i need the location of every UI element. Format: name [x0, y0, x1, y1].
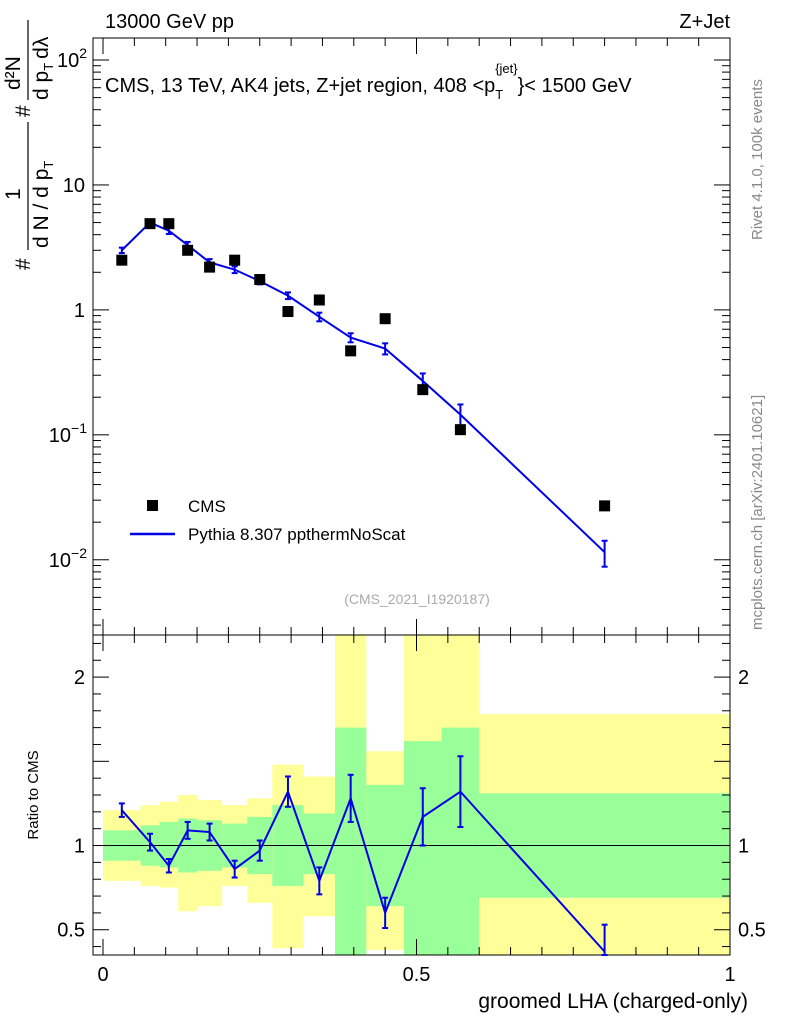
- cms-data-point: [204, 261, 216, 273]
- main-y-tick-label: 1: [74, 300, 85, 322]
- ratio-x-tick-label: 0: [97, 964, 108, 986]
- main-y-axis-label: # 1 d N / d pT # d²N d pTdλ: [2, 20, 56, 270]
- legend-cms-label: CMS: [188, 497, 226, 516]
- side-label-rivet: Rivet 4.1.0, 100k events: [749, 79, 766, 240]
- cms-data-point: [417, 384, 429, 396]
- cms-data-point: [313, 294, 325, 306]
- main-y-tick-label: 102: [57, 45, 87, 72]
- header-left: 13000 GeV pp: [105, 11, 234, 33]
- cms-data-point: [144, 218, 156, 230]
- ylabel-one: 1: [2, 188, 25, 200]
- cms-data-point: [163, 218, 175, 230]
- ratio-band-inner: [334, 727, 367, 955]
- ratio-axes: 0 0.5 10.5 0.51 12 2: [57, 635, 766, 986]
- ylabel-den: d N / d pT: [30, 161, 56, 248]
- main-y-tick-label: 10−2: [49, 545, 87, 572]
- ratio-band-inner: [303, 813, 335, 875]
- title-sub: T: [495, 87, 503, 102]
- cms-data-point: [345, 345, 357, 357]
- title-sup: {jet}: [495, 61, 518, 76]
- cms-data-point: [254, 274, 266, 286]
- header-right: Z+Jet: [679, 11, 730, 33]
- ratio-data: [118, 755, 608, 956]
- ylabel-den2: d pTdλ: [30, 36, 56, 100]
- legend: CMS Pythia 8.307 ppthermNoScat: [130, 497, 406, 544]
- plot-title: CMS, 13 TeV, AK4 jets, Z+jet region, 408…: [105, 61, 632, 102]
- x-axis-label: groomed LHA (charged-only): [478, 990, 748, 1013]
- legend-cms-marker: [147, 500, 158, 511]
- cms-data-point: [182, 244, 194, 256]
- ratio-y-tick-label: 1: [74, 836, 85, 858]
- ylabel-hash-1: #: [12, 258, 35, 270]
- pythia-line: [121, 221, 606, 553]
- ratio-y-tick-label-right: 1: [738, 836, 749, 858]
- ratio-x-tick-label: 0.5: [403, 964, 431, 986]
- ratio-x-tick-label: 1: [724, 964, 735, 986]
- ratio-y-tick-label: 0.5: [57, 920, 85, 942]
- cms-data-point: [116, 254, 128, 266]
- cms-data-point: [282, 306, 294, 318]
- main-axes: 102 10 1 10−1 10−2: [49, 38, 731, 635]
- title-prefix: CMS, 13 TeV, AK4 jets, Z+jet region, 408…: [105, 75, 495, 97]
- main-y-tick-label: 10: [63, 175, 85, 197]
- main-data: [116, 218, 611, 568]
- cms-data-point: [229, 254, 241, 266]
- analysis-watermark: (CMS_2021_I1920187): [344, 591, 490, 607]
- cms-data-point: [599, 500, 611, 512]
- ratio-y-tick-label-right: 2: [738, 667, 749, 689]
- cms-data-point: [379, 313, 391, 325]
- legend-pythia-label: Pythia 8.307 ppthermNoScat: [188, 525, 406, 544]
- title-suffix: }< 1500 GeV: [518, 75, 633, 97]
- ratio-y-axis-label: Ratio to CMS: [25, 750, 42, 839]
- cms-data-point: [454, 424, 466, 436]
- ratio-line: [121, 789, 606, 953]
- main-plot-frame: [92, 37, 731, 636]
- side-label-mcplots: mcplots.cern.ch [arXiv:2401.10621]: [749, 395, 766, 630]
- ratio-uncertainty-bands: [103, 635, 730, 955]
- ylabel-hash-2: #: [12, 105, 35, 117]
- ratio-y-tick-label-right: 0.5: [738, 920, 766, 942]
- ylabel-num2: d²N: [2, 56, 25, 90]
- ratio-y-tick-label: 2: [74, 667, 85, 689]
- main-y-tick-label: 10−1: [49, 420, 87, 447]
